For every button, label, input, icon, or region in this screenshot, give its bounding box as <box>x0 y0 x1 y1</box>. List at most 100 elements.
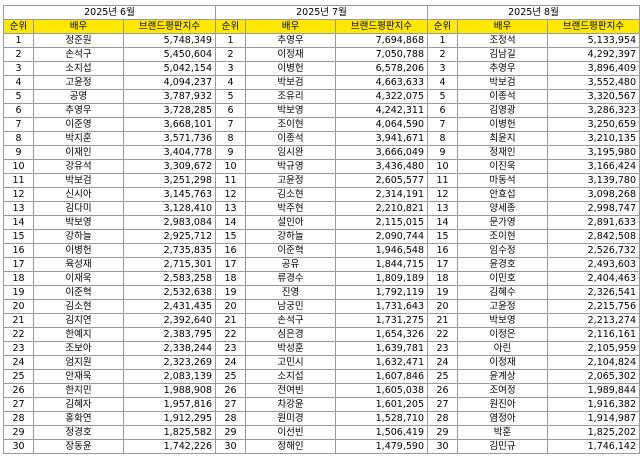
table-row: 29 정경호 1,825,582 <box>3 425 216 440</box>
name-cell: 이병헌 <box>33 243 124 258</box>
table-row: 27 원진아 1,916,382 <box>427 397 640 412</box>
name-cell: 박훈 <box>457 425 548 440</box>
score-cell: 1,746,142 <box>547 439 640 454</box>
table-row: 15 강하늘 2,925,712 <box>3 229 216 244</box>
table-row: 1 추영우 7,694,868 <box>215 33 428 48</box>
name-cell: 류경수 <box>245 271 336 286</box>
table-row: 24 이정재 2,104,824 <box>427 355 640 370</box>
table-row: 10 박규영 3,436,480 <box>215 159 428 174</box>
score-cell: 1,639,781 <box>335 341 428 356</box>
table-row: 22 심은경 1,654,326 <box>215 327 428 342</box>
name-cell: 이민호 <box>457 271 548 286</box>
score-cell: 2,116,161 <box>547 327 640 342</box>
name-cell: 염정아 <box>457 411 548 426</box>
name-cell: 설인아 <box>245 215 336 230</box>
score-header: 브랜드평판지수 <box>123 19 216 34</box>
rank-cell: 27 <box>3 397 34 412</box>
table-row: 12 김소현 2,314,191 <box>215 187 428 202</box>
name-cell: 윤계상 <box>457 369 548 384</box>
score-cell: 3,195,980 <box>547 145 640 160</box>
rank-cell: 19 <box>427 285 458 300</box>
score-cell: 2,998,747 <box>547 201 640 216</box>
score-cell: 2,735,835 <box>123 243 216 258</box>
score-cell: 1,654,326 <box>335 327 428 342</box>
name-cell: 김소현 <box>33 299 124 314</box>
score-cell: 1,844,715 <box>335 257 428 272</box>
rank-cell: 29 <box>427 425 458 440</box>
name-cell: 손석구 <box>33 47 124 62</box>
table-row: 20 고윤정 2,215,756 <box>427 299 640 314</box>
table-row: 8 이종석 3,941,671 <box>215 131 428 146</box>
table-row: 21 손석구 1,731,275 <box>215 313 428 328</box>
month-title: 2025년 6월 <box>3 5 216 20</box>
name-cell: 김민규 <box>457 439 548 454</box>
score-cell: 3,309,672 <box>123 159 216 174</box>
name-cell: 이종석 <box>245 131 336 146</box>
name-cell: 조유리 <box>245 89 336 104</box>
score-cell: 1,916,382 <box>547 397 640 412</box>
table-row: 17 공유 1,844,715 <box>215 257 428 272</box>
rank-cell: 30 <box>215 439 246 454</box>
score-cell: 1,912,295 <box>123 411 216 426</box>
table-row: 11 고윤정 2,605,577 <box>215 173 428 188</box>
name-cell: 남궁민 <box>245 299 336 314</box>
score-cell: 3,436,480 <box>335 159 428 174</box>
name-cell: 박보검 <box>457 75 548 90</box>
table-row: 21 김지연 2,392,640 <box>3 313 216 328</box>
rank-cell: 20 <box>3 299 34 314</box>
name-cell: 아린 <box>457 341 548 356</box>
rank-cell: 22 <box>3 327 34 342</box>
rank-cell: 3 <box>3 61 34 76</box>
score-cell: 2,326,541 <box>547 285 640 300</box>
month-table: 2025년 7월 순위 배우 브랜드평판지수 1 추영우 7,694,868 2 이정재 7,05… <box>215 5 428 454</box>
rank-cell: 9 <box>215 145 246 160</box>
table-row: 12 안효섭 3,098,268 <box>427 187 640 202</box>
rank-cell: 26 <box>3 383 34 398</box>
rank-cell: 25 <box>3 369 34 384</box>
rank-cell: 1 <box>427 33 458 48</box>
table-row: 17 윤경호 2,493,603 <box>427 257 640 272</box>
rank-cell: 29 <box>3 425 34 440</box>
name-cell: 고윤정 <box>245 173 336 188</box>
rank-cell: 17 <box>215 257 246 272</box>
table-row: 19 이준혁 2,532,638 <box>3 285 216 300</box>
name-cell: 한지민 <box>33 383 124 398</box>
name-cell: 원진아 <box>457 397 548 412</box>
name-cell: 김남길 <box>457 47 548 62</box>
name-cell: 임수정 <box>457 243 548 258</box>
table-row: 30 김민규 1,746,142 <box>427 439 640 454</box>
rank-cell: 24 <box>215 355 246 370</box>
score-cell: 2,891,633 <box>547 215 640 230</box>
rank-cell: 12 <box>427 187 458 202</box>
score-cell: 2,338,244 <box>123 341 216 356</box>
name-cell: 고민시 <box>245 355 336 370</box>
table-row: 19 진영 1,792,119 <box>215 285 428 300</box>
rank-cell: 20 <box>427 299 458 314</box>
score-cell: 1,742,226 <box>123 439 216 454</box>
table-row: 5 조유리 4,322,075 <box>215 89 428 104</box>
name-cell: 차강윤 <box>245 397 336 412</box>
score-cell: 3,145,763 <box>123 187 216 202</box>
rank-cell: 5 <box>215 89 246 104</box>
column-header-row: 순위 배우 브랜드평판지수 <box>215 19 428 34</box>
table-row: 16 이병헌 2,735,835 <box>3 243 216 258</box>
rank-cell: 10 <box>3 159 34 174</box>
rank-cell: 25 <box>427 369 458 384</box>
table-row: 30 장동윤 1,742,226 <box>3 439 216 454</box>
table-row: 25 윤계상 2,065,302 <box>427 369 640 384</box>
rank-cell: 2 <box>427 47 458 62</box>
name-cell: 강하늘 <box>245 229 336 244</box>
rank-cell: 23 <box>427 341 458 356</box>
name-cell: 김혜자 <box>33 397 124 412</box>
name-cell: 윤경호 <box>457 257 548 272</box>
table-row: 20 남궁민 1,731,643 <box>215 299 428 314</box>
rank-cell: 10 <box>215 159 246 174</box>
rank-cell: 7 <box>215 117 246 132</box>
score-cell: 1,946,548 <box>335 243 428 258</box>
score-cell: 3,286,323 <box>547 103 640 118</box>
rank-cell: 19 <box>3 285 34 300</box>
rank-cell: 23 <box>3 341 34 356</box>
table-row: 27 차강윤 1,601,205 <box>215 397 428 412</box>
name-cell: 김소현 <box>245 187 336 202</box>
rank-cell: 5 <box>427 89 458 104</box>
